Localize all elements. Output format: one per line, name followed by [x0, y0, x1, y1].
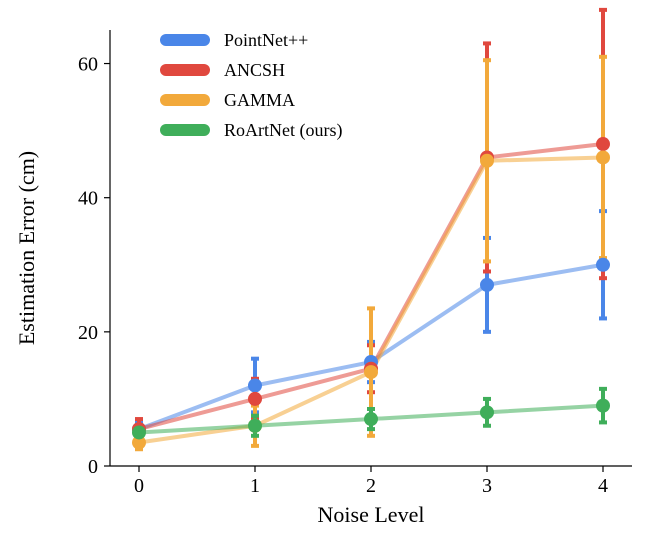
- legend-label-gamma: GAMMA: [224, 90, 295, 110]
- marker-roartnet: [596, 399, 610, 413]
- marker-ancsh: [596, 137, 610, 151]
- y-tick-label: 0: [88, 456, 98, 478]
- marker-roartnet: [248, 419, 262, 433]
- legend-label-ancsh: ANCSH: [224, 60, 285, 80]
- x-tick-label: 0: [134, 475, 144, 497]
- marker-gamma: [480, 154, 494, 168]
- chart-background: [0, 0, 672, 546]
- marker-pointnetpp: [248, 379, 262, 393]
- x-tick-label: 1: [250, 475, 260, 497]
- legend-label-roartnet: RoArtNet (ours): [224, 120, 342, 141]
- chart-container: 012340204060Noise LevelEstimation Error …: [0, 0, 672, 546]
- x-tick-label: 2: [366, 475, 376, 497]
- x-tick-label: 3: [482, 475, 492, 497]
- marker-pointnetpp: [596, 258, 610, 272]
- y-tick-label: 60: [78, 54, 98, 76]
- x-tick-label: 4: [598, 475, 608, 497]
- marker-gamma: [596, 150, 610, 164]
- y-tick-label: 40: [78, 188, 98, 210]
- marker-roartnet: [364, 412, 378, 426]
- x-axis-label: Noise Level: [318, 502, 425, 527]
- legend-label-pointnetpp: PointNet++: [224, 30, 308, 50]
- legend-swatch-roartnet: [160, 124, 210, 136]
- marker-gamma: [364, 365, 378, 379]
- marker-pointnetpp: [480, 278, 494, 292]
- legend-swatch-gamma: [160, 94, 210, 106]
- y-axis-label: Estimation Error (cm): [14, 151, 39, 345]
- legend-swatch-ancsh: [160, 64, 210, 76]
- error-chart: 012340204060Noise LevelEstimation Error …: [0, 0, 672, 546]
- marker-roartnet: [132, 425, 146, 439]
- legend-swatch-pointnetpp: [160, 34, 210, 46]
- y-tick-label: 20: [78, 322, 98, 344]
- marker-ancsh: [248, 392, 262, 406]
- marker-roartnet: [480, 405, 494, 419]
